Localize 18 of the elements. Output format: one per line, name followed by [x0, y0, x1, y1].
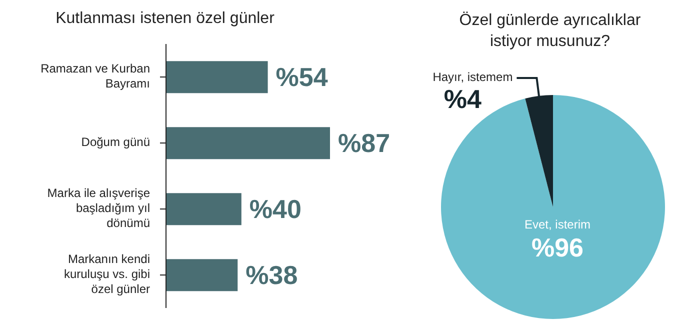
- y-tick-label: Markanın kendi kuruluşu vs. gibi özel günler: [64, 252, 150, 296]
- bar: [166, 193, 242, 226]
- bar: [166, 61, 268, 94]
- y-tick-label: Ramazan ve Kurban Bayramı: [40, 62, 150, 91]
- data-label: %87: [338, 128, 390, 158]
- data-label: %4: [444, 84, 482, 114]
- slice-label: Evet, isterim: [524, 218, 590, 232]
- slice-label: Hayır, istemem: [432, 70, 513, 84]
- chart-title: Kutlanması istenen özel günler: [54, 10, 276, 28]
- data-label: %54: [276, 62, 328, 92]
- data-label: %38: [246, 260, 298, 290]
- data-label: %40: [249, 194, 302, 224]
- y-tick-label: Doğum günü: [81, 135, 150, 150]
- y-tick-label: Marka ile alışverişe başladığım yıl dönümü: [47, 186, 150, 230]
- chart-title: Özel günlerde ayrıcalıklar istiyor musunuz?: [458, 10, 642, 52]
- data-label: %96: [531, 232, 584, 263]
- bar: [166, 127, 330, 160]
- bar: [166, 259, 238, 292]
